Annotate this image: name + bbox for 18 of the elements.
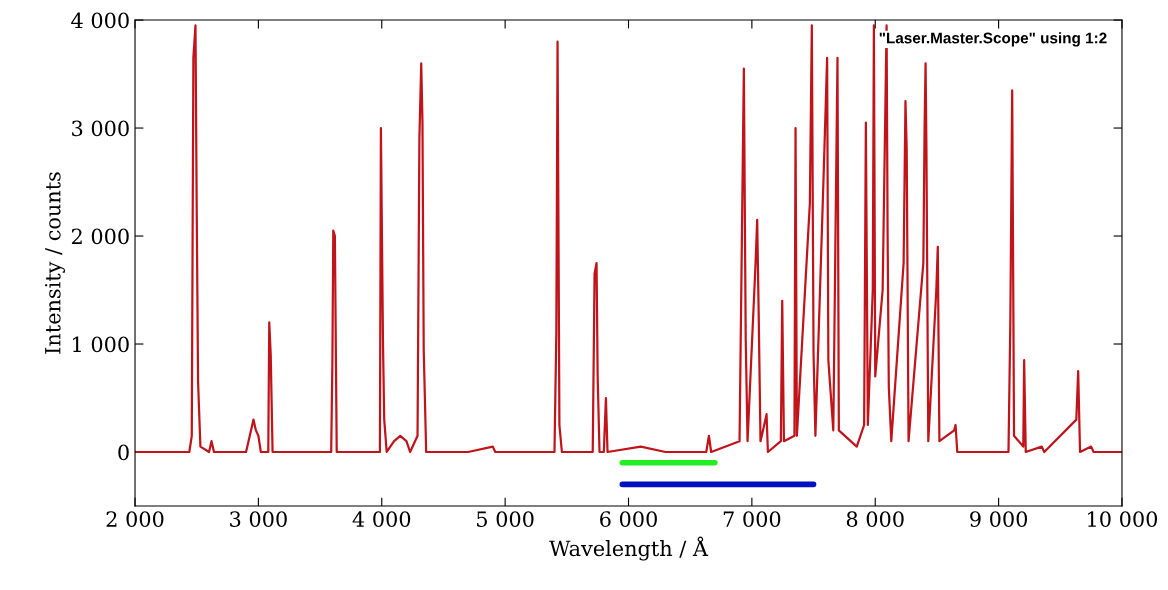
x-axis-title: Wavelength / Å — [549, 536, 709, 561]
y-tick-label: 1 000 — [73, 336, 129, 353]
x-tick-label: 4 000 — [352, 511, 411, 527]
x-tick-label: 6 000 — [600, 511, 657, 527]
line-series — [135, 24, 1122, 454]
annotation: "Laser.Master.Scope" using 1:2 — [879, 32, 1107, 47]
y-tick-label: 2 000 — [71, 228, 129, 245]
x-tick-label: 5 000 — [477, 511, 534, 527]
x-tick-label: 7 000 — [723, 511, 781, 527]
x-tick-label: 3 000 — [230, 511, 287, 527]
y-tick-label: 0 — [118, 444, 129, 461]
y-tick-label: 4 000 — [71, 12, 129, 29]
x-tick-label: 2 000 — [106, 511, 164, 527]
x-tick-label: 8 000 — [846, 511, 904, 527]
x-tick-label: 10 000 — [1088, 511, 1158, 527]
x-tick-label: 9 000 — [970, 511, 1028, 527]
y-axis-title: Intensity / counts — [45, 172, 65, 354]
y-tick-label: 3 000 — [72, 120, 129, 137]
